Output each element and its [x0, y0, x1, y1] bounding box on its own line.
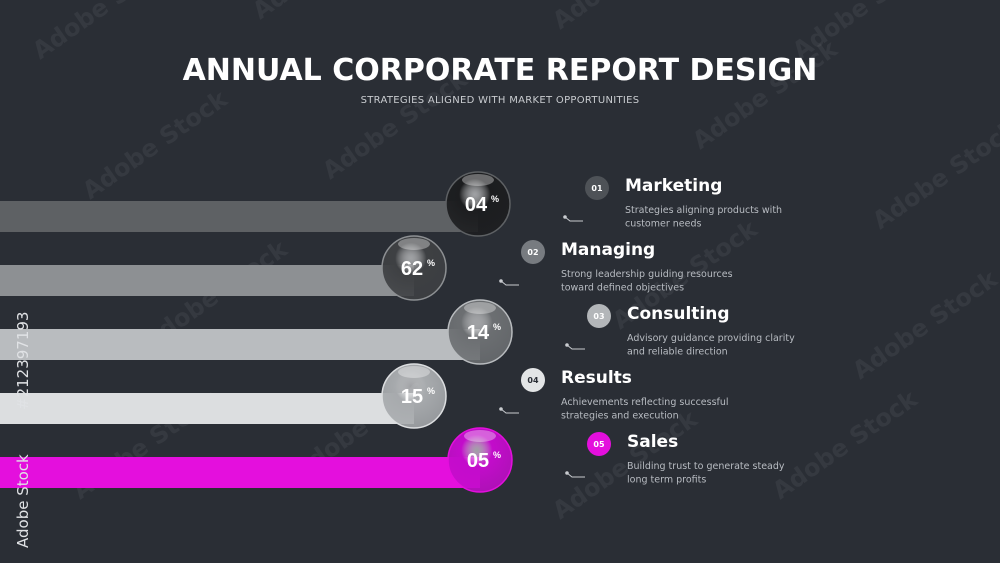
connector-dot	[565, 343, 569, 347]
connector	[500, 408, 519, 414]
number: 01	[591, 184, 603, 193]
number-badge	[585, 176, 609, 200]
description: long term profits	[627, 475, 706, 486]
number: 02	[527, 248, 538, 257]
ball	[445, 171, 511, 237]
ball-shine	[464, 430, 496, 442]
item-title: Consulting	[627, 304, 730, 324]
connector	[564, 216, 583, 222]
number-badge	[587, 432, 611, 456]
ball-shine	[398, 366, 430, 378]
title: ANNUAL CORPORATE REPORT DESIGN	[183, 53, 818, 88]
item-title: Managing	[561, 240, 655, 260]
item-title: Marketing	[625, 176, 722, 196]
value: 05	[467, 450, 489, 472]
number-badge	[587, 304, 611, 328]
item-title: Results	[561, 368, 632, 388]
connector	[566, 344, 585, 350]
subtitle: STRATEGIES ALIGNED WITH MARKET OPPORTUNI…	[361, 95, 640, 106]
value-unit: %	[427, 386, 435, 396]
value-unit: %	[491, 194, 499, 204]
value-unit: %	[493, 322, 501, 332]
ball	[447, 427, 513, 493]
value: 15	[401, 386, 423, 408]
ball-shine	[462, 174, 494, 186]
description: and reliable direction	[627, 347, 728, 358]
ball-shine	[398, 238, 430, 250]
description: Strategies aligning products with	[625, 205, 782, 216]
bar	[0, 329, 480, 360]
number: 04	[527, 376, 539, 385]
description: strategies and execution	[561, 411, 679, 422]
connector-dot	[565, 471, 569, 475]
ball	[381, 363, 447, 429]
connector	[566, 472, 585, 478]
ball	[381, 235, 447, 301]
bar	[0, 457, 480, 488]
bar	[0, 201, 478, 232]
number: 05	[593, 440, 605, 449]
description: toward defined objectives	[561, 283, 684, 294]
ball-shine	[464, 302, 496, 314]
value: 04	[465, 194, 488, 216]
ball	[447, 299, 513, 365]
item-title: Sales	[627, 432, 678, 452]
connector-dot	[499, 407, 503, 411]
description: Achievements reflecting successful	[561, 397, 729, 408]
connector-dot	[563, 215, 567, 219]
value-unit: %	[427, 258, 435, 268]
number-badge	[521, 240, 545, 264]
value: 14	[467, 322, 490, 344]
description: Building trust to generate steady	[627, 461, 785, 472]
bar	[0, 265, 414, 296]
number-badge	[521, 368, 545, 392]
watermark-id: #212397193	[14, 312, 32, 410]
number: 03	[593, 312, 604, 321]
description: Strong leadership guiding resources	[561, 269, 733, 280]
bar	[0, 393, 414, 424]
connector-dot	[499, 279, 503, 283]
description: customer needs	[625, 219, 701, 230]
value-unit: %	[493, 450, 501, 460]
watermark-brand: Adobe Stock	[14, 454, 32, 548]
value: 62	[401, 258, 423, 280]
description: Advisory guidance providing clarity	[627, 333, 795, 344]
connector	[500, 280, 519, 286]
